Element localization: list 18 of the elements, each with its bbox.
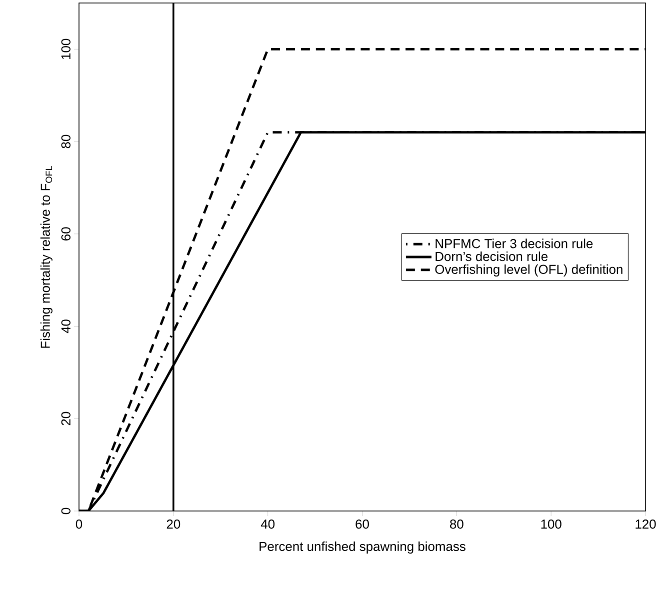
x-axis-title: Percent unfished spawning biomass: [260, 542, 466, 554]
x-tick-label: 20: [166, 520, 180, 529]
y-tick-label: 40: [61, 320, 70, 334]
y-tick-label: 60: [61, 227, 70, 240]
legend-label: NPFMC Tier 3 decision rule: [436, 238, 593, 248]
legend-label: Overfishing level (OFL) definition: [435, 264, 622, 276]
x-tick-label: 40: [260, 520, 275, 529]
x-tick-label: 100: [541, 520, 562, 529]
x-tick-label: 120: [636, 520, 656, 529]
x-tick-label: 60: [356, 520, 369, 529]
x-tick-label: 0: [76, 520, 82, 529]
x-tick-label: 80: [450, 520, 464, 529]
legend-label: Dorn’s decision rule: [436, 252, 548, 262]
y-tick-label: 80: [61, 134, 70, 148]
y-tick-label: 0: [61, 508, 70, 514]
y-tick-label: 100: [61, 38, 70, 59]
y-axis-title: Fishing mortality relative to F$_{OFL}$: [40, 166, 52, 348]
y-tick-label: 20: [61, 412, 70, 426]
